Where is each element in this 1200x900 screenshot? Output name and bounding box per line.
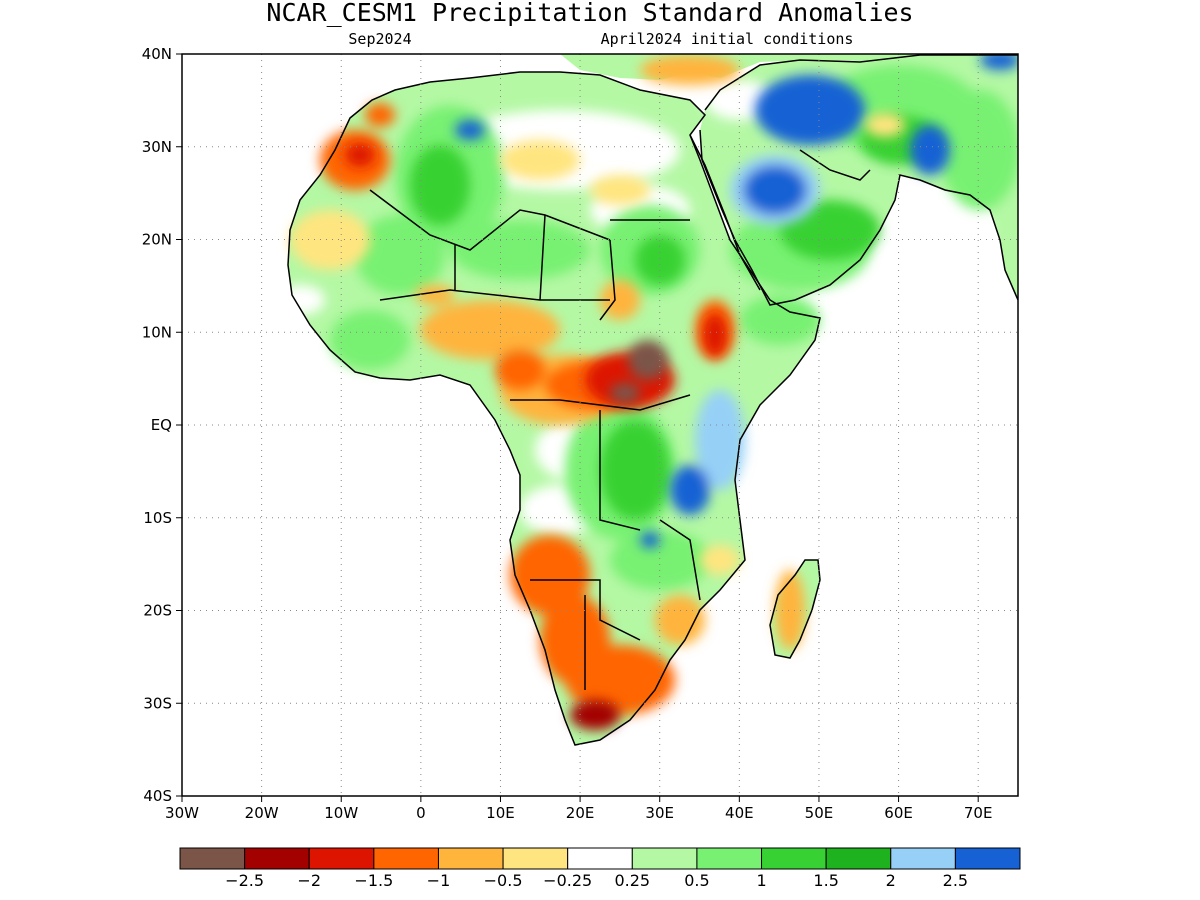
x-tick-label: 50E xyxy=(805,804,834,822)
x-tick-label: 10W xyxy=(324,804,358,822)
x-tick-label: 40E xyxy=(725,804,754,822)
colorbar-swatch xyxy=(567,847,633,870)
colorbar-label: 0.5 xyxy=(684,871,709,890)
x-tick-label: 20E xyxy=(566,804,595,822)
x-tick-label: 30W xyxy=(165,804,199,822)
y-tick-label: 30S xyxy=(143,694,172,712)
x-tick-label: 70E xyxy=(964,804,993,822)
colorbar-swatch xyxy=(244,847,310,870)
x-tick-label: 10E xyxy=(486,804,515,822)
colorbar-label: 2 xyxy=(886,871,896,890)
y-tick-label: EQ xyxy=(151,416,172,434)
colorbar-label: 0.25 xyxy=(614,871,650,890)
map-title: NCAR_CESM1 Precipitation Standard Anomal… xyxy=(266,0,913,27)
x-tick-label: 20W xyxy=(245,804,279,822)
y-tick-label: 30N xyxy=(142,138,172,156)
y-tick-label: 10S xyxy=(143,509,172,527)
y-tick-label: 20S xyxy=(143,602,172,620)
colorbar-swatch xyxy=(825,847,892,870)
colorbar-label: −0.5 xyxy=(484,871,523,890)
colorbar-label: −2 xyxy=(297,871,321,890)
colorbar-swatch xyxy=(954,847,1021,870)
grid-lines xyxy=(182,54,1018,796)
colorbar-label: −2.5 xyxy=(225,871,264,890)
extreme-dry-areas xyxy=(610,340,668,403)
colorbar-swatch xyxy=(502,847,569,870)
x-tick-label: 60E xyxy=(884,804,913,822)
colorbar-swatch xyxy=(308,847,375,870)
colorbar-label: 1.5 xyxy=(813,871,838,890)
initial-conditions: April2024 initial conditions xyxy=(601,30,854,48)
colorbar-label: −0.25 xyxy=(543,871,592,890)
colorbar-swatch xyxy=(761,847,827,870)
valid-month: Sep2024 xyxy=(348,30,411,48)
colorbar-swatch xyxy=(890,847,956,870)
colorbar-label: 1 xyxy=(756,871,766,890)
y-axis: 40N 30N 20N 10N EQ 10S 20S 30S 40S xyxy=(142,45,182,805)
colorbar-swatch xyxy=(631,847,698,870)
y-tick-label: 10N xyxy=(142,323,172,341)
x-tick-label: 0 xyxy=(416,804,426,822)
coastlines xyxy=(287,54,1018,746)
dry-orange-areas xyxy=(320,103,735,715)
colorbar-swatch xyxy=(373,847,439,870)
x-tick-label: 30E xyxy=(645,804,674,822)
map-plot-area xyxy=(182,54,1018,796)
colorbar: −2.5 −2 −1.5 −1 −0.5 −0.25 0.25 0.5 1 1.5 2 2.5 xyxy=(179,847,1021,890)
y-tick-label: 20N xyxy=(142,231,172,249)
x-axis: 30W 20W 10W 0 10E 20E 30E 40E 50E 60E 70E xyxy=(165,796,992,822)
y-tick-label: 40S xyxy=(143,787,172,805)
colorbar-swatch xyxy=(437,847,504,870)
colorbar-swatch xyxy=(696,847,763,870)
colorbar-label: −1 xyxy=(427,871,451,890)
y-tick-label: 40N xyxy=(142,45,172,63)
very-wet-areas xyxy=(455,54,1018,548)
colorbar-label: −1.5 xyxy=(354,871,393,890)
colorbar-swatch xyxy=(179,847,246,870)
colorbar-label: 2.5 xyxy=(943,871,968,890)
